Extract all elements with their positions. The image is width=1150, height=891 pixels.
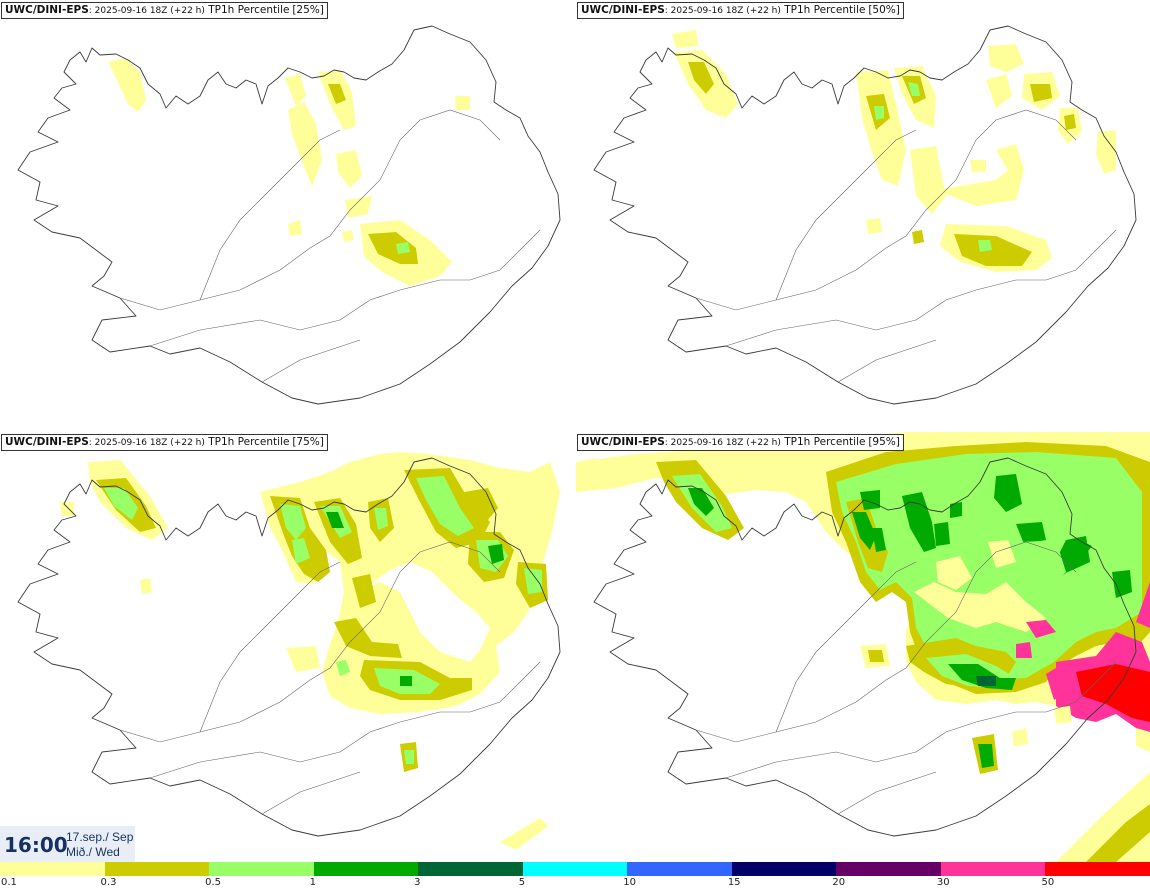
legend-swatch (313, 862, 419, 876)
map-panel-p50: UWC/DINI-EPS: 2025-09-16 18Z (+22 h) TP1… (576, 0, 1150, 430)
field-name: TP1h Percentile (780, 436, 866, 448)
legend-swatch (209, 862, 314, 876)
precip-offshore (500, 818, 548, 850)
percentile-label: [95%] (868, 436, 900, 448)
panel-title: UWC/DINI-EPS: 2025-09-16 18Z (+22 h) TP1… (577, 2, 904, 19)
legend-tick-label: 0.5 (205, 877, 221, 888)
panel-title: UWC/DINI-EPS: 2025-09-16 18Z (+22 h) TP1… (1, 434, 328, 451)
model-name: UWC/DINI-EPS (581, 436, 665, 448)
valid-time: 16:00 (4, 833, 68, 857)
run-info: : 2025-09-16 18Z (+22 h) (88, 438, 205, 448)
panel-title: UWC/DINI-EPS: 2025-09-16 18Z (+22 h) TP1… (577, 434, 904, 451)
legend-tick-label: 5 (518, 877, 526, 888)
legend-swatch (104, 862, 210, 876)
legend-tick-label: 1 (309, 877, 316, 888)
legend-swatch (940, 862, 1046, 876)
field-name: TP1h Percentile (780, 4, 866, 16)
legend-color-bar (0, 862, 1150, 876)
precip-offshore (1056, 772, 1150, 862)
roads (119, 541, 541, 815)
valid-date-line1: 17.sep./ Sep (66, 830, 134, 844)
percentile-label: [75%] (292, 436, 324, 448)
legend-swatch (1045, 862, 1150, 876)
legend-tick-label: 3 (414, 877, 421, 888)
model-name: UWC/DINI-EPS (5, 436, 89, 448)
precipitation-map (593, 25, 1137, 405)
field-name: TP1h Percentile (204, 4, 290, 16)
legend-swatch (522, 862, 628, 876)
legend-swatch (836, 862, 941, 876)
iceland-coastline (593, 25, 1137, 405)
precip-shading (60, 452, 560, 772)
legend-swatch (731, 862, 837, 876)
percentile-label: [25%] (292, 4, 324, 16)
precip-shading (672, 30, 1116, 272)
panel-title: UWC/DINI-EPS: 2025-09-16 18Z (+22 h) TP1… (1, 2, 328, 19)
legend-tick-label: 50 (1041, 877, 1055, 888)
precipitation-map (17, 25, 561, 405)
map-panel-p25: UWC/DINI-EPS: 2025-09-16 18Z (+22 h) TP1… (0, 0, 574, 430)
precipitation-map (576, 432, 1150, 862)
valid-time-box: 16:00 17.sep./ Sep Mið./ Wed (0, 826, 135, 862)
iceland-coastline (17, 25, 561, 405)
legend-swatch (627, 862, 732, 876)
legend-tick-label: 10 (623, 877, 636, 888)
legend-tick-label: 20 (832, 877, 846, 888)
run-info: : 2025-09-16 18Z (+22 h) (88, 6, 205, 16)
legend-tick-label: 15 (727, 877, 741, 888)
legend-tick-label: 0.3 (100, 877, 117, 888)
run-info: : 2025-09-16 18Z (+22 h) (664, 6, 781, 16)
iceland-coastline (593, 457, 1137, 837)
map-panel-p95: UWC/DINI-EPS: 2025-09-16 18Z (+22 h) TP1… (576, 432, 1150, 862)
legend-tick-label: 0.1 (1, 877, 17, 888)
roads (695, 109, 1117, 383)
legend-swatch (0, 862, 105, 876)
color-legend: 0.1 0.3 0.5 1 3 5 10 15 20 30 50 (0, 862, 1150, 891)
legend-tick-label: 30 (936, 877, 950, 888)
precip-shading (108, 58, 470, 286)
percentile-label: [50%] (868, 4, 900, 16)
field-name: TP1h Percentile (204, 436, 290, 448)
roads (119, 109, 541, 383)
map-panel-p75: UWC/DINI-EPS: 2025-09-16 18Z (+22 h) TP1… (0, 432, 574, 862)
run-info: : 2025-09-16 18Z (+22 h) (664, 438, 781, 448)
legend-swatch (418, 862, 523, 876)
roads (695, 541, 1117, 815)
precipitation-map (17, 452, 561, 850)
valid-date: 17.sep./ Sep Mið./ Wed (66, 830, 133, 860)
model-name: UWC/DINI-EPS (581, 4, 665, 16)
iceland-coastline (17, 457, 561, 837)
model-name: UWC/DINI-EPS (5, 4, 89, 16)
precip-shading (576, 432, 1150, 774)
valid-date-line2: Mið./ Wed (66, 845, 120, 859)
